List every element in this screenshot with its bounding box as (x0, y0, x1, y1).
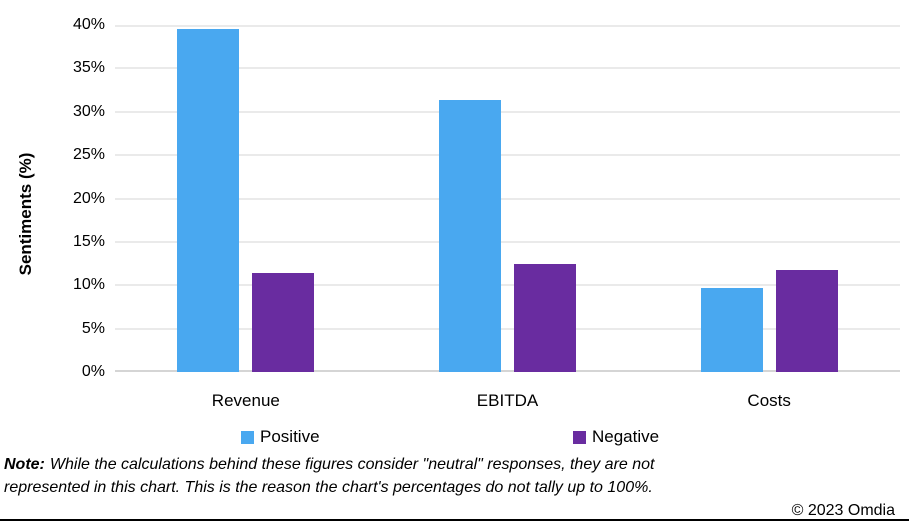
gridline-25% (115, 154, 900, 157)
legend-swatch-positive (241, 430, 254, 444)
y-tick-15%: 15% (72, 232, 105, 250)
legend-swatch-negative (573, 430, 586, 444)
copyright-label: © 2023 Omdia (791, 502, 895, 519)
y-tick-5%: 5% (81, 319, 105, 337)
gridline-5% (115, 327, 900, 330)
footnote-line2: represented in this chart. This is the r… (4, 479, 653, 496)
y-tick-40%: 40% (72, 16, 105, 33)
legend-label-negative: Negative (592, 427, 660, 446)
footnote-line1: While the calculations behind these figu… (49, 456, 655, 473)
gridline-20% (115, 197, 900, 200)
bar-negative-costs (775, 269, 838, 372)
x-label-revenue: Revenue (211, 391, 280, 410)
y-tick-25%: 25% (72, 146, 105, 164)
bar-negative-ebitda (514, 264, 576, 372)
footnote-prefix: Note: (4, 456, 45, 473)
gridline-10% (115, 284, 900, 287)
gridline-40% (115, 25, 900, 27)
y-tick-20%: 20% (72, 189, 105, 207)
bar-negative-revenue (252, 273, 315, 372)
bar-positive-revenue (177, 29, 240, 372)
y-tick-0%: 0% (81, 363, 105, 380)
gridline-15% (115, 240, 900, 243)
y-tick-10%: 10% (72, 276, 105, 294)
legend-item-negative: Negative (573, 427, 659, 447)
plot-area (115, 25, 900, 372)
y-axis-title: Sentiments (%) (16, 152, 35, 276)
x-label-ebitda: EBITDA (476, 391, 539, 410)
y-tick-35%: 35% (72, 59, 105, 77)
legend-label-positive: Positive (260, 427, 320, 446)
y-tick-30%: 30% (72, 102, 105, 120)
gridline-30% (115, 110, 900, 113)
gridline-0% (115, 370, 900, 372)
bar-positive-ebitda (439, 99, 501, 372)
bottom-rule (0, 519, 909, 521)
gridline-35% (115, 67, 900, 70)
x-label-costs: Costs (747, 391, 791, 410)
legend-item-positive: Positive (241, 427, 320, 447)
footnote: Note: While the calculations behind these… (4, 453, 884, 499)
bar-positive-costs (700, 287, 763, 372)
